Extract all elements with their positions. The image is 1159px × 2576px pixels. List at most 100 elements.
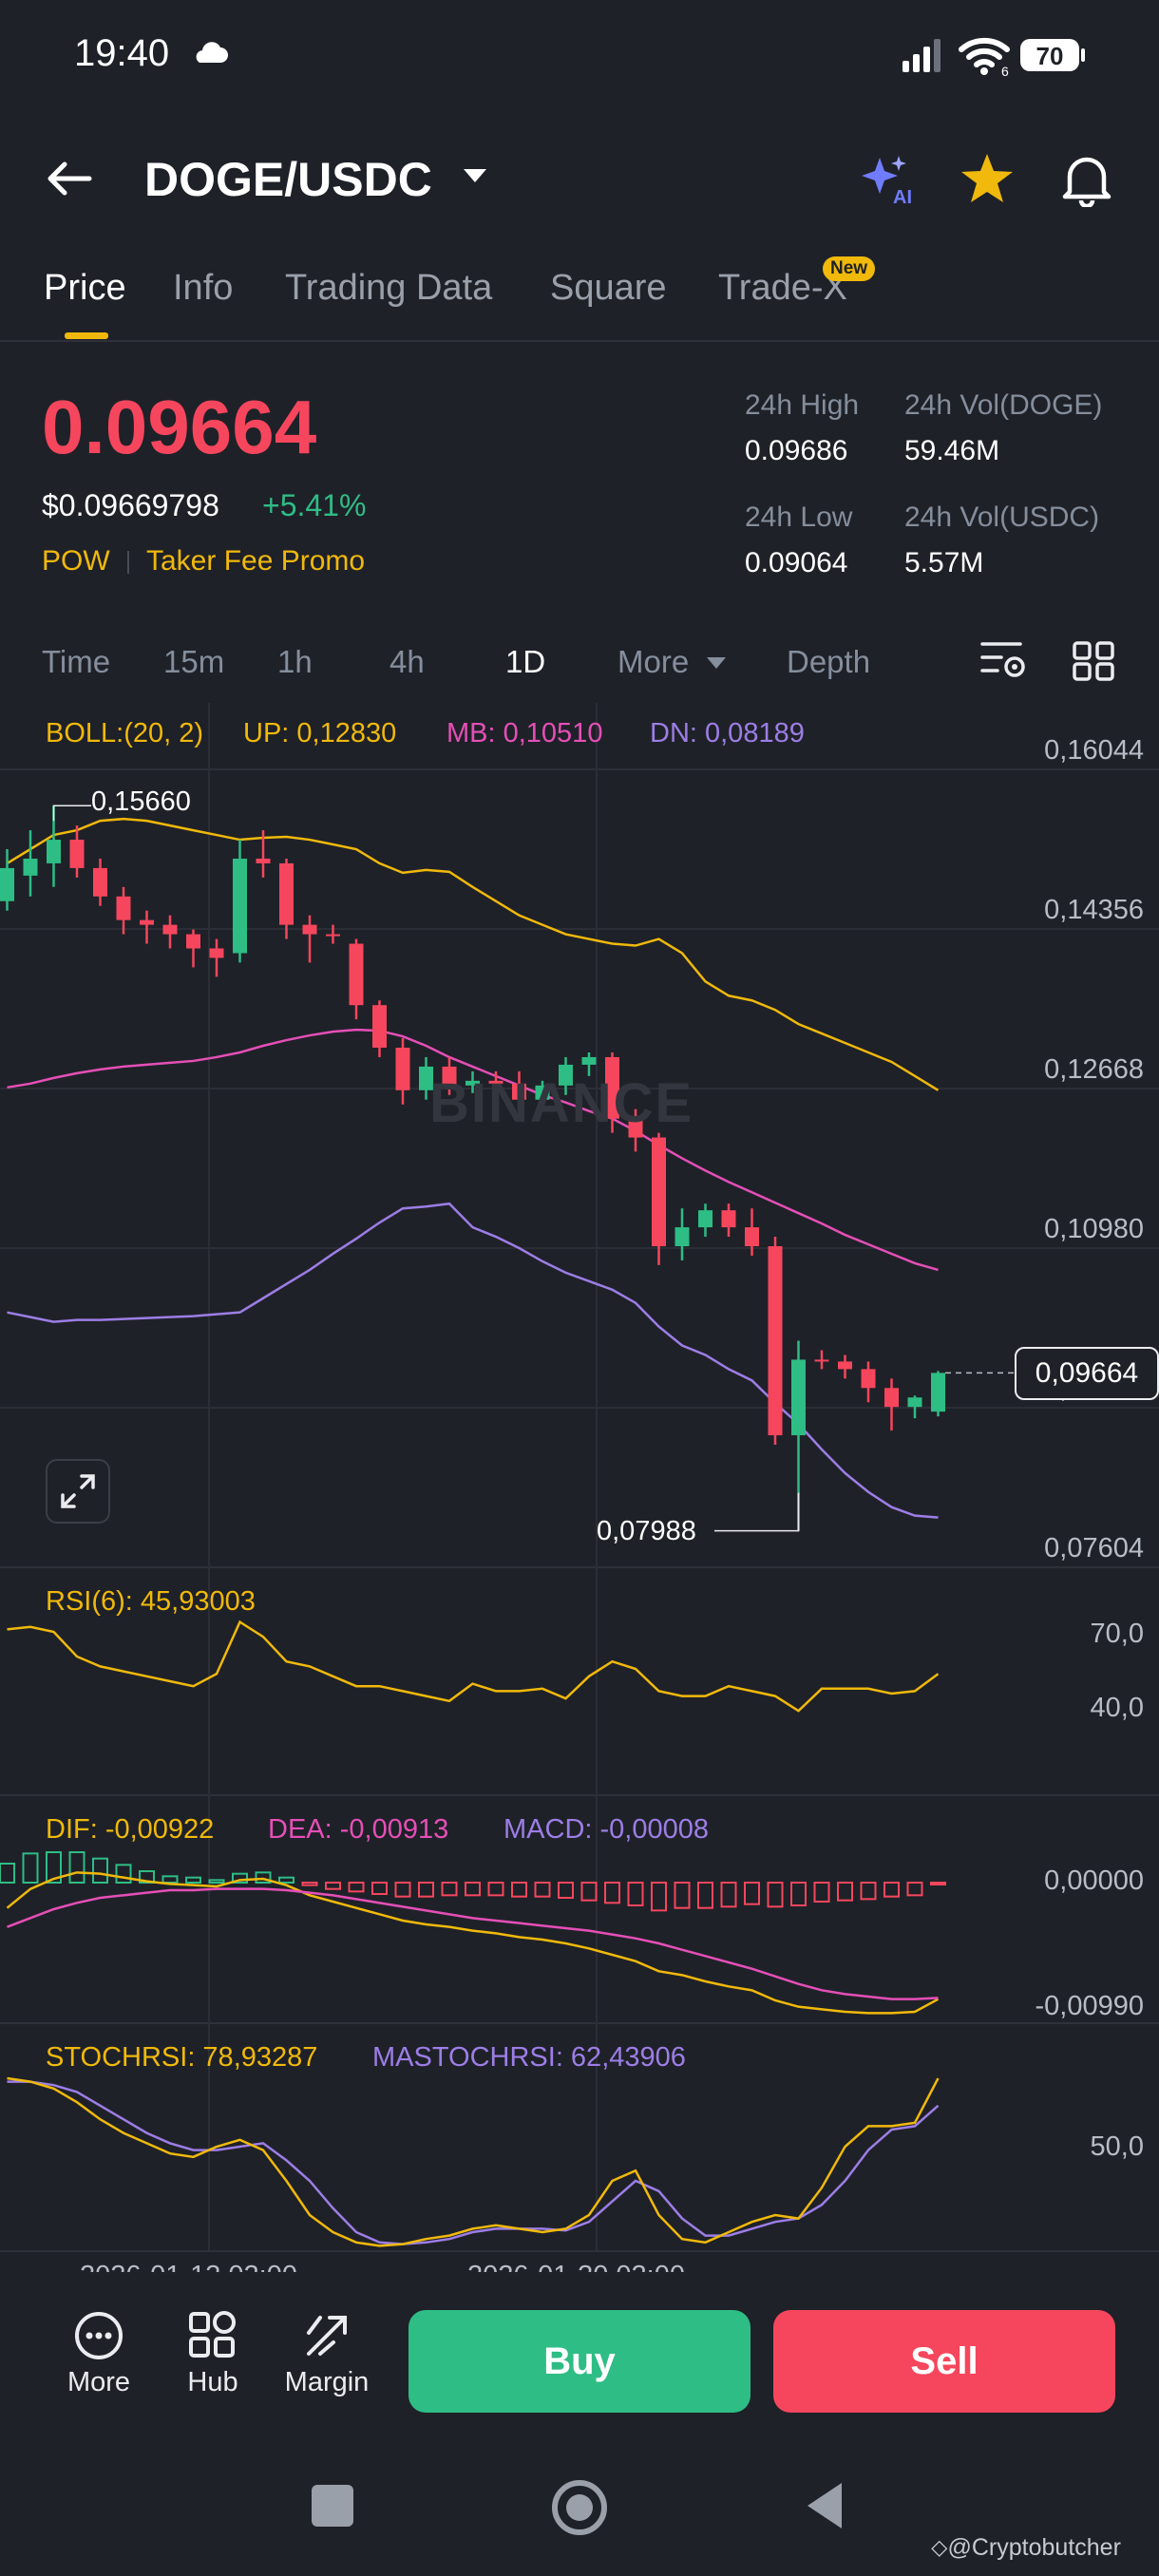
macd-bar [860, 1882, 877, 1901]
pair-dropdown-caret-icon[interactable] [462, 167, 488, 189]
notification-bell-icon[interactable] [1060, 152, 1113, 212]
home-icon[interactable] [551, 2479, 608, 2541]
tag-taker-fee-promo[interactable]: Taker Fee Promo [146, 545, 366, 577]
candle-body [466, 1080, 480, 1086]
candle-body [93, 867, 107, 897]
candlestick-chart[interactable] [0, 703, 1159, 2261]
macd-tick-label: 0,00000 [1044, 1866, 1144, 1896]
candle-body [628, 1118, 643, 1138]
dif-line [6, 1871, 940, 2015]
candle-body [442, 1066, 457, 1086]
dea-line [7, 1887, 939, 2000]
candle-body [256, 858, 271, 863]
hub-button[interactable]: Hub [165, 2310, 260, 2398]
ai-sparkle-icon[interactable]: AI [861, 154, 916, 210]
stat-24h-low-label: 24h Low [745, 502, 853, 533]
candle-body [419, 1066, 433, 1090]
macd-bar [0, 1863, 15, 1884]
macd-bar [674, 1882, 691, 1909]
signal-icon [901, 38, 944, 77]
wifi-sub-label: 6 [1001, 64, 1009, 76]
chart-settings-icon[interactable] [978, 638, 1028, 687]
candle-body [698, 1210, 712, 1228]
favorite-star-icon[interactable] [960, 152, 1015, 210]
macd-label: MACD: -0,00008 [504, 1814, 709, 1845]
candle-body [140, 919, 154, 925]
tag-pow[interactable]: POW [42, 545, 110, 577]
high-price-marker: 0,15660 [91, 786, 191, 817]
y-tick-label: 0,12668 [1044, 1054, 1144, 1085]
macd-bar [511, 1882, 527, 1898]
interval-depth[interactable]: Depth [787, 644, 871, 679]
more-dots-icon [75, 2312, 123, 2359]
current-price-tag: 0,09664 [1015, 1347, 1159, 1400]
tab-info[interactable]: Info [173, 268, 234, 308]
candle-body [605, 1056, 619, 1119]
macd-bar [418, 1882, 434, 1898]
candle-body [349, 943, 364, 1006]
candle-body [372, 1005, 387, 1049]
candle-body [69, 840, 85, 868]
recent-apps-icon[interactable] [312, 2485, 353, 2527]
rsi-tick-label: 40,0 [1090, 1693, 1144, 1723]
chart-grid [0, 703, 1159, 2252]
macd-bar [720, 1882, 737, 1908]
y-tick-label: 0,10980 [1044, 1214, 1144, 1244]
layout-grid-icon[interactable] [1072, 640, 1115, 687]
candle-body [233, 858, 247, 954]
macd-bar [162, 1875, 179, 1885]
stochrsi-label: STOCHRSI: 78,93287 [46, 2042, 318, 2073]
back-arrow-icon[interactable] [46, 160, 93, 202]
macd-bar [580, 1882, 598, 1902]
candle-body [47, 840, 61, 863]
low-price-marker: 0,07988 [597, 1516, 696, 1546]
buy-button[interactable]: Buy [408, 2310, 750, 2413]
interval-15m[interactable]: 15m [163, 644, 225, 679]
candle-body [907, 1397, 922, 1408]
boll-up-line [6, 817, 940, 1091]
rsi-line [7, 1619, 940, 1713]
macd-bar [627, 1882, 644, 1906]
candle-body [279, 862, 294, 925]
expand-icon [61, 1474, 95, 1508]
expand-chart-button[interactable] [46, 1459, 110, 1524]
stochrsi-line [7, 2076, 940, 2247]
macd-bar [115, 1864, 132, 1885]
macd-bar [651, 1882, 667, 1912]
candle-body [116, 896, 131, 920]
rsi-label: RSI(6): 45,93003 [46, 1586, 256, 1617]
macd-bar [930, 1882, 946, 1885]
macd-bar [278, 1876, 294, 1884]
tab-price[interactable]: Price [44, 268, 126, 308]
sell-button[interactable]: Sell [773, 2310, 1115, 2413]
interval-4h[interactable]: 4h [390, 644, 425, 679]
interval-1h[interactable]: 1h [277, 644, 313, 679]
stat-24h-vol-base-value: 59.46M [904, 435, 1000, 466]
y-tick-label: 0,07604 [1044, 1533, 1144, 1563]
dif-label: DIF: -0,00922 [46, 1814, 215, 1845]
candle-body [209, 948, 224, 958]
macd-bar [68, 1851, 86, 1884]
interval-time[interactable]: Time [42, 644, 111, 679]
macd-bar [534, 1882, 551, 1898]
high-marker-line [52, 805, 91, 822]
nav-back-icon[interactable] [804, 2481, 846, 2535]
margin-button[interactable]: Margin [279, 2310, 374, 2398]
macd-bar [465, 1882, 481, 1897]
candle-body [512, 1083, 526, 1100]
status-clock: 19:40 [74, 32, 170, 74]
credit-text: ⬦@Cryptobutcher [931, 2534, 1121, 2561]
more-button[interactable]: More [51, 2310, 146, 2398]
interval-1d[interactable]: 1D [505, 644, 546, 679]
bollinger-bands [6, 817, 940, 1519]
tab-trading-data[interactable]: Trading Data [285, 268, 493, 308]
candle-body [302, 924, 317, 935]
y-tick-label: 0,16044 [1044, 735, 1144, 766]
more-caret-icon[interactable] [705, 655, 728, 675]
stoch-tick-label: 50,0 [1090, 2131, 1144, 2162]
pair-title[interactable]: DOGE/USDC [144, 153, 432, 206]
tab-square[interactable]: Square [550, 268, 667, 308]
mastochrsi-line [7, 2080, 940, 2245]
tabs-divider [0, 340, 1159, 342]
interval-more[interactable]: More [618, 644, 690, 679]
